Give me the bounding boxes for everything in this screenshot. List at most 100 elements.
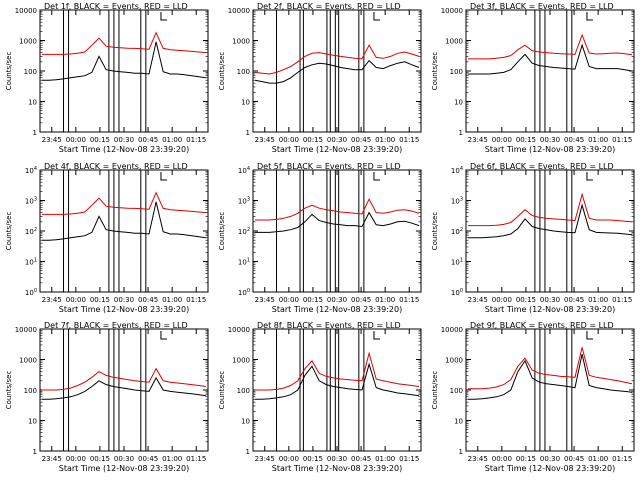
series-lld-line bbox=[42, 367, 207, 391]
series-events-line bbox=[468, 43, 633, 75]
x-tick-label: 00:15 bbox=[303, 296, 323, 304]
y-tick-label: 1000 bbox=[19, 38, 37, 46]
x-tick-label: 00:30 bbox=[540, 136, 560, 144]
y-tick-label: 10000 bbox=[15, 7, 37, 15]
x-tick-label: 23:45 bbox=[255, 455, 275, 463]
series-events-line bbox=[254, 59, 420, 84]
y-tick-label: 1 bbox=[459, 129, 463, 137]
y-tick-label: 100 bbox=[237, 387, 250, 395]
panel-det-7f: Det 7f, BLACK = Events, RED = LLD 1 10 100 1… bbox=[5, 321, 209, 473]
series-events-line bbox=[255, 211, 420, 233]
x-tick-label: 23:45 bbox=[255, 136, 275, 144]
y-tick-label: 100 bbox=[24, 68, 37, 76]
y-tick-label: 10 bbox=[28, 418, 37, 426]
panel-det-1f: Det 1f, BLACK = Events, RED = LLD 1 10 100 1… bbox=[5, 2, 209, 154]
x-tick-label: 00:15 bbox=[90, 455, 110, 463]
y-tick-label: 102 bbox=[238, 227, 250, 236]
y-tick-label: 100 bbox=[450, 68, 463, 76]
y-tick-label: 10 bbox=[241, 418, 250, 426]
x-tick-label: 00:00 bbox=[279, 296, 299, 304]
x-tick-label: 23:45 bbox=[468, 136, 488, 144]
plot-frame bbox=[465, 169, 635, 293]
x-axis-label: Start Time (12-Nov-08 23:39:20) bbox=[272, 464, 402, 473]
x-tick-label: 00:15 bbox=[516, 296, 536, 304]
x-tick-label: 00:15 bbox=[90, 136, 110, 144]
x-tick-label: 01:15 bbox=[399, 296, 419, 304]
series-lld-line bbox=[42, 31, 207, 55]
x-axis-label: Start Time (12-Nov-08 23:39:20) bbox=[485, 305, 615, 314]
x-tick-label: 00:45 bbox=[351, 455, 371, 463]
y-tick-label: 10000 bbox=[228, 326, 250, 334]
x-tick-label: 00:00 bbox=[492, 136, 512, 144]
plot-frame bbox=[465, 9, 635, 133]
panel-title: Det 2f, BLACK = Events, RED = LLD bbox=[257, 2, 401, 11]
y-tick-label: 102 bbox=[25, 227, 37, 236]
series-lld-line bbox=[255, 351, 420, 391]
y-axis-label: Counts/sec bbox=[431, 52, 439, 91]
y-axis-label: Counts/sec bbox=[218, 371, 226, 410]
y-tick-label: 10 bbox=[454, 99, 463, 107]
plot-frame bbox=[39, 169, 209, 293]
x-tick-label: 01:15 bbox=[186, 296, 206, 304]
panel-title: Det 7f, BLACK = Events, RED = LLD bbox=[44, 321, 188, 330]
y-axis-label: Counts/sec bbox=[431, 371, 439, 410]
x-tick-label: 00:15 bbox=[303, 455, 323, 463]
y-tick-label: 10000 bbox=[15, 326, 37, 334]
x-tick-label: 23:45 bbox=[42, 136, 62, 144]
interval-bracket bbox=[160, 172, 167, 181]
y-tick-label: 10 bbox=[241, 99, 250, 107]
interval-bracket bbox=[373, 12, 380, 21]
x-axis-label: Start Time (12-Nov-08 23:39:20) bbox=[59, 305, 189, 314]
y-tick-label: 1 bbox=[246, 129, 250, 137]
y-axis-label: Counts/sec bbox=[5, 212, 13, 251]
panel-det-6f: Det 6f, BLACK = Events, RED = LLD 100 101 1… bbox=[431, 162, 635, 314]
x-tick-label: 00:45 bbox=[351, 136, 371, 144]
x-tick-label: 01:00 bbox=[162, 455, 182, 463]
x-tick-label: 00:30 bbox=[540, 296, 560, 304]
x-tick-label: 01:15 bbox=[399, 136, 419, 144]
x-tick-label: 01:15 bbox=[186, 136, 206, 144]
x-tick-label: 01:00 bbox=[588, 455, 608, 463]
y-axis-label: Counts/sec bbox=[431, 212, 439, 251]
interval-bracket bbox=[586, 331, 593, 340]
series-lld-line bbox=[468, 347, 633, 390]
y-tick-label: 100 bbox=[238, 288, 250, 297]
panel-det-4f: Det 4f, BLACK = Events, RED = LLD 100 101 1… bbox=[5, 162, 209, 314]
y-tick-label: 101 bbox=[451, 258, 463, 267]
interval-bracket bbox=[160, 12, 167, 21]
plot-frame bbox=[252, 169, 422, 293]
series-lld-line bbox=[255, 198, 420, 221]
x-axis-label: Start Time (12-Nov-08 23:39:20) bbox=[59, 145, 189, 154]
x-tick-label: 00:45 bbox=[138, 136, 158, 144]
x-tick-label: 00:45 bbox=[564, 455, 584, 463]
y-tick-label: 1000 bbox=[232, 357, 250, 365]
y-tick-label: 100 bbox=[25, 288, 37, 297]
interval-bracket bbox=[373, 331, 380, 340]
x-tick-label: 00:45 bbox=[564, 136, 584, 144]
plot-frame bbox=[39, 9, 209, 133]
interval-bracket bbox=[586, 12, 593, 21]
y-tick-label: 100 bbox=[237, 68, 250, 76]
y-tick-label: 104 bbox=[451, 166, 463, 175]
y-tick-label: 104 bbox=[238, 166, 250, 175]
x-tick-label: 00:15 bbox=[90, 296, 110, 304]
plot-frame bbox=[252, 328, 422, 452]
x-tick-label: 01:00 bbox=[162, 296, 182, 304]
x-tick-label: 23:45 bbox=[468, 455, 488, 463]
x-tick-label: 00:30 bbox=[327, 136, 347, 144]
series-events-line bbox=[468, 353, 633, 400]
y-tick-label: 104 bbox=[25, 166, 37, 175]
x-tick-label: 23:45 bbox=[468, 296, 488, 304]
y-tick-label: 1 bbox=[33, 129, 37, 137]
y-tick-label: 1 bbox=[33, 448, 37, 456]
panel-title: Det 9f, BLACK = Events, RED = LLD bbox=[470, 321, 614, 330]
x-tick-label: 00:00 bbox=[66, 455, 86, 463]
y-tick-label: 10000 bbox=[441, 326, 463, 334]
x-tick-label: 01:00 bbox=[375, 136, 395, 144]
plot-frame bbox=[39, 328, 209, 452]
panel-title: Det 6f, BLACK = Events, RED = LLD bbox=[470, 162, 614, 171]
series-lld-line bbox=[468, 33, 633, 60]
y-tick-label: 101 bbox=[238, 258, 250, 267]
series-events-line bbox=[42, 376, 207, 400]
x-tick-label: 00:00 bbox=[66, 136, 86, 144]
